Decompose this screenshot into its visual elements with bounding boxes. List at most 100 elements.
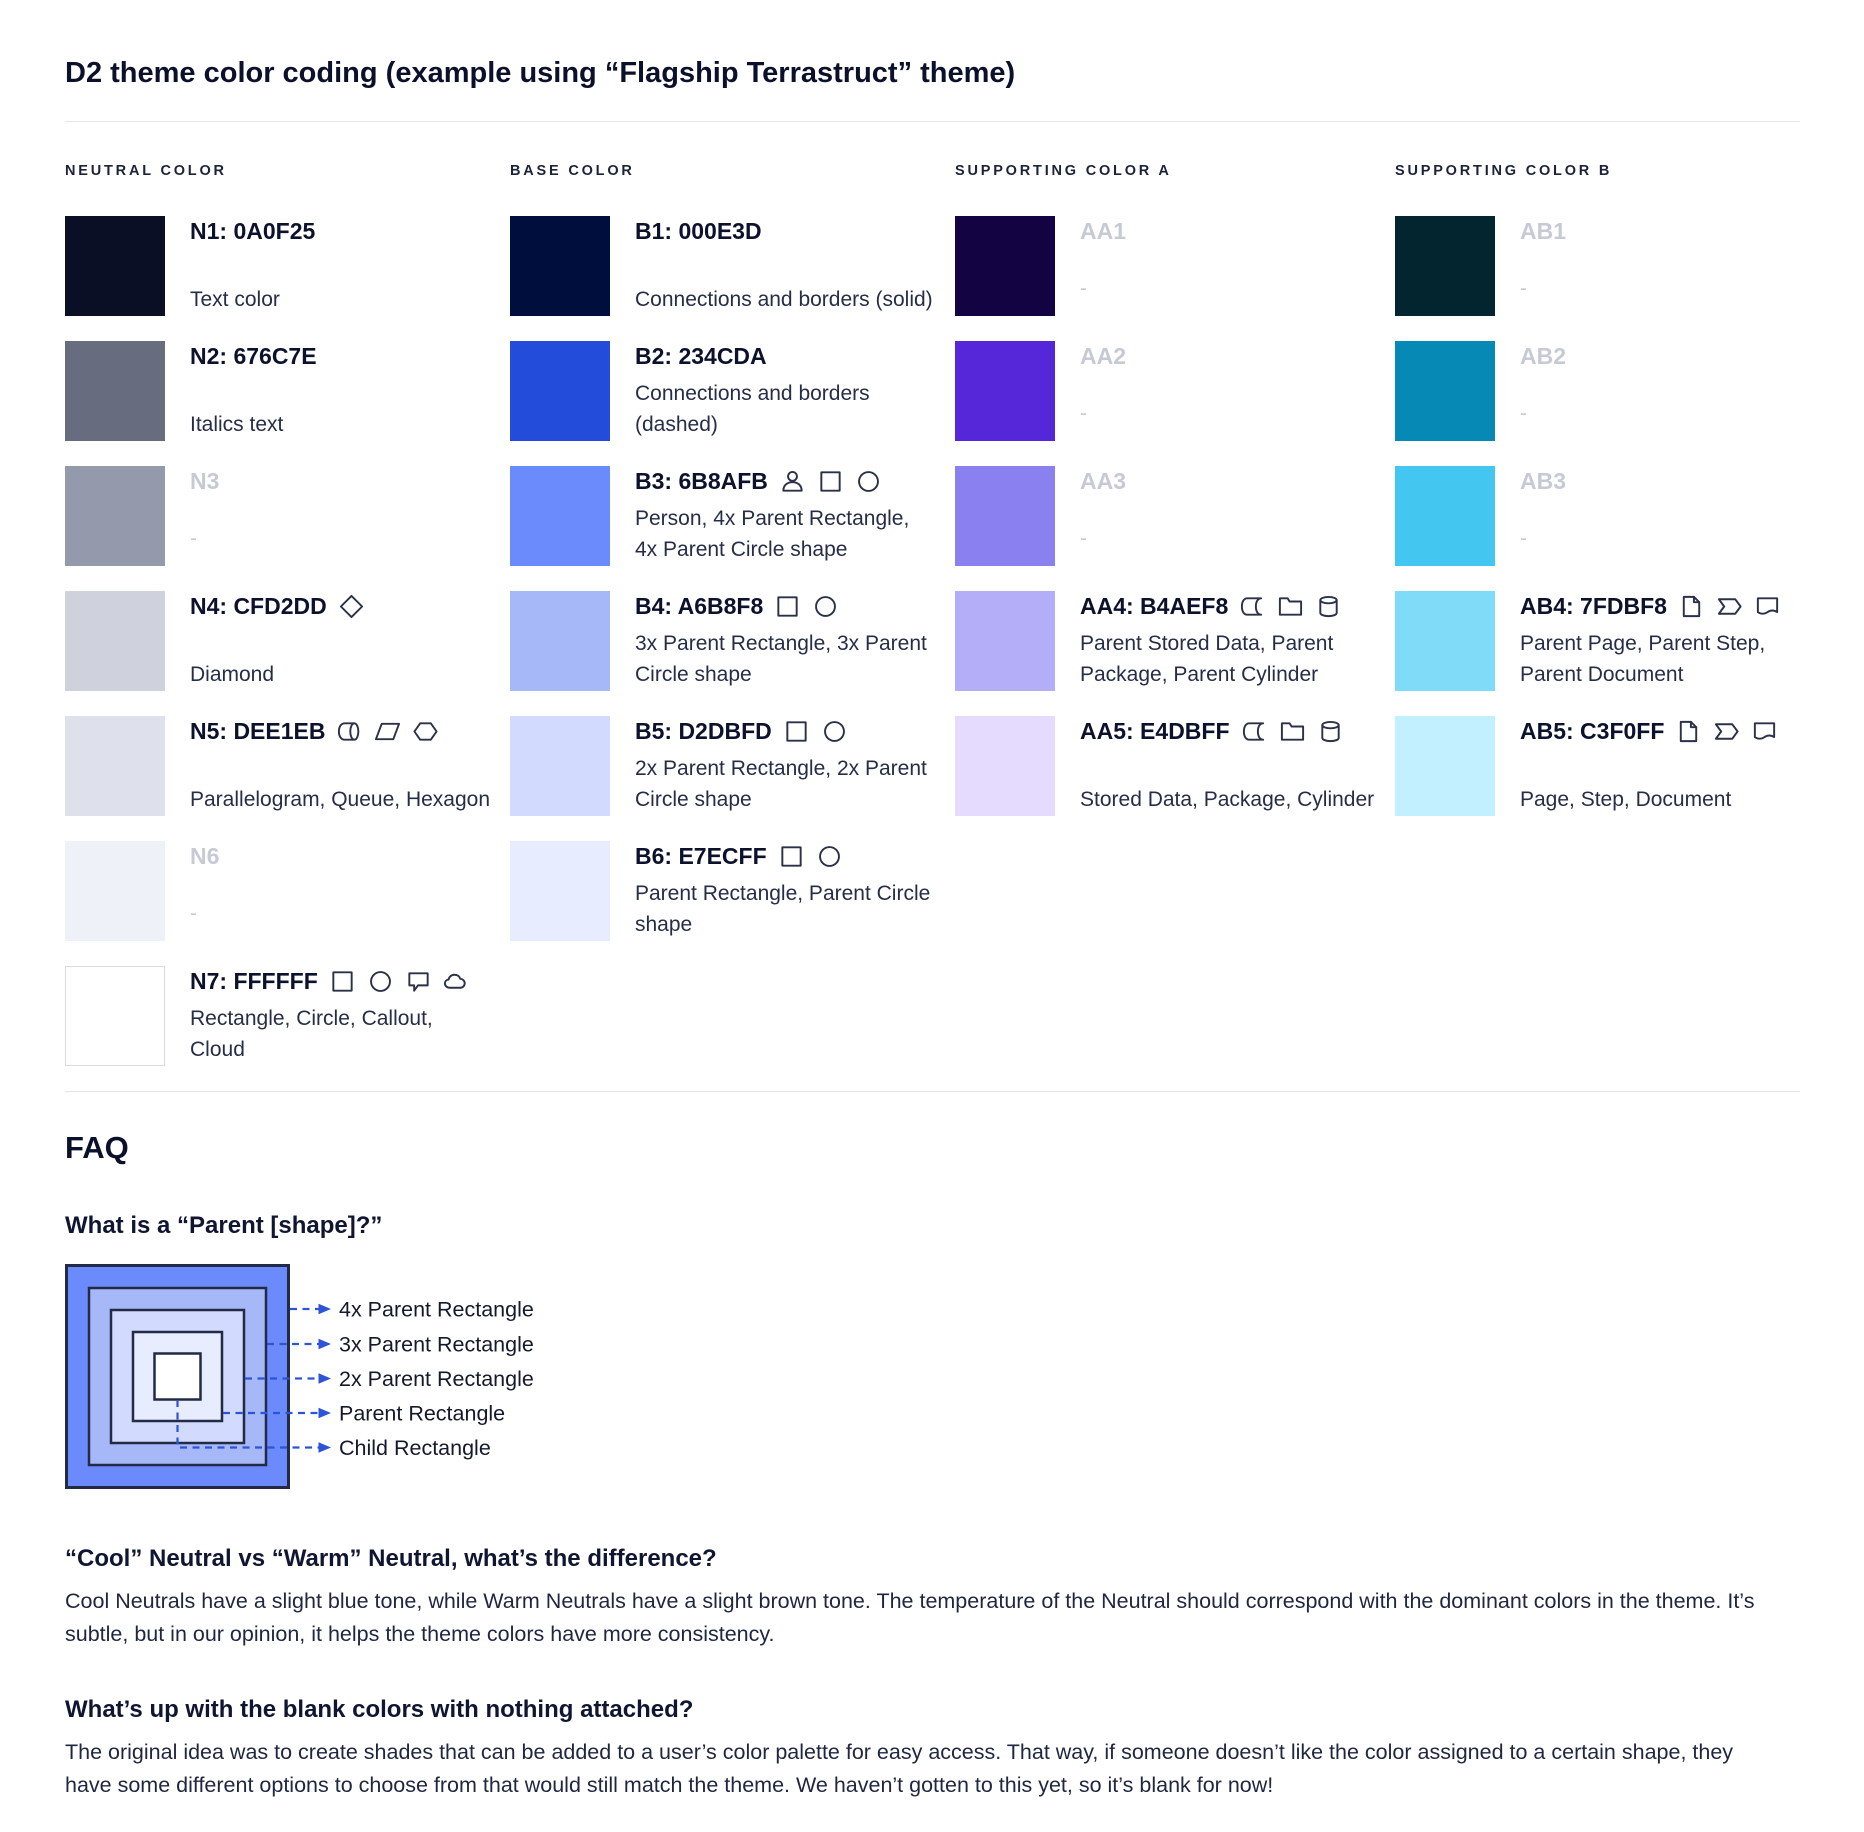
palette-row: B6: E7ECFF Parent Rectangle, Parent Circl… xyxy=(510,841,955,941)
color-label: N3 xyxy=(190,468,220,494)
color-label: AB4: 7FDBF8 xyxy=(1520,593,1667,619)
color-label: B3: 6B8AFB xyxy=(635,468,768,494)
color-label: AB3 xyxy=(1520,468,1567,494)
swatch-text: AB3 - xyxy=(1520,466,1566,566)
diagram-layer-4 xyxy=(153,1352,202,1401)
swatch-text: B6: E7ECFF Parent Rectangle, Parent Circl… xyxy=(635,841,937,941)
color-desc: - xyxy=(1080,402,1087,425)
color-swatch xyxy=(955,341,1055,441)
color-desc: Connections and borders (solid) xyxy=(635,288,933,311)
palette-column: BASE COLOR B1: 000E3D Connections and bord… xyxy=(510,163,955,1091)
swatch-title-row: AB3 xyxy=(1520,467,1566,496)
swatch-title-row: AA4: B4AEF8 xyxy=(1080,592,1382,621)
palette-row: B1: 000E3D Connections and borders (solid… xyxy=(510,216,955,316)
swatch-title-row: N6 xyxy=(190,842,219,871)
swatch-text: N7: FFFFFF Rectangle, Circle, Callout, Cl… xyxy=(190,966,492,1066)
swatch-title-row: AA2 xyxy=(1080,342,1126,371)
swatch-text: B1: 000E3D Connections and borders (solid… xyxy=(635,216,933,316)
palette-row: N3 - xyxy=(65,466,510,566)
palette-column: SUPPORTING COLOR A AA1 - AA2 - AA3 - AA4: B4AEF… xyxy=(955,163,1395,1091)
color-desc: - xyxy=(190,527,197,550)
color-desc: Rectangle, Circle, Callout, Cloud xyxy=(190,1007,433,1061)
swatch-text: AA4: B4AEF8 Parent Stored Data, Parent Pa… xyxy=(1080,591,1382,691)
palette-row: AB5: C3F0FF Page, Step, Document xyxy=(1395,716,1800,816)
color-label: B6: E7ECFF xyxy=(635,843,767,869)
color-label: B5: D2DBFD xyxy=(635,718,772,744)
diamond-icon xyxy=(338,593,365,620)
color-desc: Parent Rectangle, Parent Circle shape xyxy=(635,882,931,936)
square-icon xyxy=(778,843,805,870)
color-label: AB5: C3F0FF xyxy=(1520,718,1665,744)
swatch-title-row: N4: CFD2DD xyxy=(190,592,365,621)
color-desc: Text color xyxy=(190,288,280,311)
swatch-text: N5: DEE1EB Parallelogram, Queue, Hexagon xyxy=(190,716,490,816)
swatch-title-row: AA5: E4DBFF xyxy=(1080,717,1374,746)
faq-answer-cool-vs-warm: Cool Neutrals have a slight blue tone, w… xyxy=(65,1589,1755,1646)
color-desc: Connections and borders (dashed) xyxy=(635,382,870,436)
palette-row: AB4: 7FDBF8 Parent Page, Parent Step, Par… xyxy=(1395,591,1800,691)
swatch-text: N4: CFD2DD Diamond xyxy=(190,591,365,691)
color-label: N5: DEE1EB xyxy=(190,718,326,744)
color-desc: Person, 4x Parent Rectangle, 4x Parent C… xyxy=(635,507,910,561)
cylinder-icon xyxy=(1315,593,1342,620)
diagram-label: 2x Parent Rectangle xyxy=(339,1367,534,1391)
swatch-title-row: B6: E7ECFF xyxy=(635,842,937,871)
swatch-text: AA3 - xyxy=(1080,466,1126,566)
color-swatch xyxy=(65,966,165,1066)
swatch-text: AB5: C3F0FF Page, Step, Document xyxy=(1520,716,1778,816)
arrow-icon xyxy=(318,1303,331,1315)
document-icon xyxy=(1754,593,1781,620)
color-desc: Parent Stored Data, Parent Package, Pare… xyxy=(1080,632,1334,686)
person-icon xyxy=(779,468,806,495)
faq-question-parent-shape: What is a “Parent [shape]?” xyxy=(65,1212,383,1239)
swatch-text: AB2 - xyxy=(1520,341,1566,441)
palette-row: AA2 - xyxy=(955,341,1395,441)
swatch-text: B3: 6B8AFB Person, 4x Parent Rectangle, 4… xyxy=(635,466,937,566)
swatch-title-row: B4: A6B8F8 xyxy=(635,592,937,621)
color-swatch xyxy=(510,466,610,566)
color-desc: - xyxy=(1520,527,1527,550)
color-desc: - xyxy=(1080,277,1087,300)
column-header: SUPPORTING COLOR B xyxy=(1395,163,1613,179)
color-swatch xyxy=(1395,341,1495,441)
color-desc: Parent Page, Parent Step, Parent Documen… xyxy=(1520,632,1766,686)
color-swatch xyxy=(65,466,165,566)
column-header: BASE COLOR xyxy=(510,163,635,179)
document-icon xyxy=(1751,718,1778,745)
color-label: N6 xyxy=(190,843,220,869)
swatch-text: N2: 676C7E Italics text xyxy=(190,341,317,441)
color-label: N4: CFD2DD xyxy=(190,593,327,619)
palette-row: N4: CFD2DD Diamond xyxy=(65,591,510,691)
color-swatch xyxy=(65,591,165,691)
swatch-title-row: N5: DEE1EB xyxy=(190,717,490,746)
palette-row: B5: D2DBFD 2x Parent Rectangle, 2x Parent… xyxy=(510,716,955,816)
color-swatch xyxy=(955,591,1055,691)
color-label: B1: 000E3D xyxy=(635,218,762,244)
swatch-title-row: AB1 xyxy=(1520,217,1566,246)
swatch-title-row: B2: 234CDA xyxy=(635,342,937,371)
palette-row: B3: 6B8AFB Person, 4x Parent Rectangle, 4… xyxy=(510,466,955,566)
arrow-icon xyxy=(318,1442,331,1453)
color-desc: Italics text xyxy=(190,413,284,436)
color-label: N1: 0A0F25 xyxy=(190,218,316,244)
color-label: N7: FFFFFF xyxy=(190,968,318,994)
swatch-title-row: B3: 6B8AFB xyxy=(635,467,937,496)
package-icon xyxy=(1279,718,1306,745)
color-desc: 2x Parent Rectangle, 2x Parent Circle sh… xyxy=(635,757,927,811)
color-swatch xyxy=(1395,591,1495,691)
hexagon-icon xyxy=(412,718,439,745)
color-label: AB1 xyxy=(1520,218,1567,244)
color-swatch xyxy=(955,216,1055,316)
column-header: NEUTRAL COLOR xyxy=(65,163,227,179)
color-swatch xyxy=(510,341,610,441)
arrow-icon xyxy=(318,1407,331,1419)
swatch-title-row: N1: 0A0F25 xyxy=(190,217,315,246)
swatch-text: AA1 - xyxy=(1080,216,1126,316)
diagram-label: 4x Parent Rectangle xyxy=(339,1298,534,1322)
palette-row: AB1 - xyxy=(1395,216,1800,316)
color-swatch xyxy=(510,216,610,316)
package-icon xyxy=(1277,593,1304,620)
palette-row: N5: DEE1EB Parallelogram, Queue, Hexagon xyxy=(65,716,510,816)
divider xyxy=(65,121,1800,122)
swatch-text: AB4: 7FDBF8 Parent Page, Parent Step, Par… xyxy=(1520,591,1800,691)
